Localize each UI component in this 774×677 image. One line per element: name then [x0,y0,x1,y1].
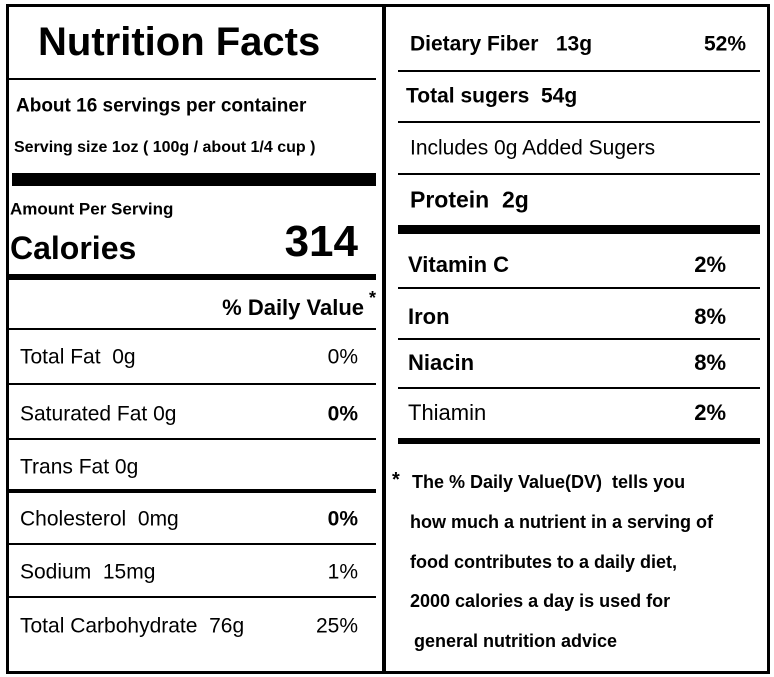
rule [398,287,760,289]
rule [398,121,760,123]
footnote-marker: * [392,469,400,491]
vitamin-label: Niacin [408,350,475,375]
rule [9,596,376,598]
nutrient-label: Dietary Fiber 13g [410,32,593,56]
rule [398,438,760,444]
rule [9,543,376,545]
footnote-line: 2000 calories a day is used for [410,591,671,611]
rule [398,70,760,72]
vitamin-label: Vitamin C [408,252,510,277]
vitamin-daily-value: 8% [694,304,726,329]
vitamin-label: Iron [408,304,450,329]
vitamin-label: Thiamin [408,400,487,425]
rule [9,383,376,385]
asterisk: * [369,288,377,308]
serving-size: Serving size 1oz ( 100g / about 1/4 cup … [14,139,316,156]
rule [398,173,760,175]
footnote-line: The % Daily Value(DV) tells you [412,472,686,492]
vitamin-daily-value: 2% [694,252,726,277]
vitamin-daily-value: 2% [694,400,726,425]
nutrient-label: Sodium 15mg [20,560,156,584]
rule [9,274,376,280]
nutrient-label: Saturated Fat 0g [20,402,177,426]
footnote-line: general nutrition advice [414,631,618,651]
daily-value-heading: % Daily Value [222,295,364,320]
footnote-line: food contributes to a daily diet, [410,552,678,572]
rule [9,328,376,330]
calories-label: Calories [10,230,137,266]
footnote-line: how much a nutrient in a serving of [410,512,714,532]
rule [12,172,376,186]
nutrient-label: Cholesterol 0mg [20,507,179,531]
rule [398,387,760,389]
daily-value: 0% [327,507,358,531]
nutrient-label: Total Fat 0g [20,345,136,369]
amount-heading: Amount Per Serving [10,199,174,219]
rule [9,438,376,440]
daily-value: 0% [327,345,358,369]
rule [9,78,376,80]
nutrient-label: Total Carbohydrate 76g [20,614,245,638]
rule [398,338,760,340]
nutrient-label: Trans Fat 0g [20,455,139,479]
rule [398,224,760,234]
servings: About 16 servings per container [16,95,307,117]
nutrient-label: Total sugers 54g [406,84,578,108]
daily-value: 25% [315,614,358,638]
daily-value: 0% [327,402,358,426]
vitamin-daily-value: 8% [694,350,726,375]
nutrient-label: Includes 0g Added Sugers [410,136,656,160]
nutrient-label: Protein 2g [410,186,529,213]
frame [6,4,770,674]
calories-value: 314 [284,217,358,266]
daily-value: 52% [703,32,746,56]
column-divider [382,4,386,672]
title: Nutrition Facts [38,20,321,64]
rule [9,489,376,493]
daily-value: 1% [327,560,358,584]
